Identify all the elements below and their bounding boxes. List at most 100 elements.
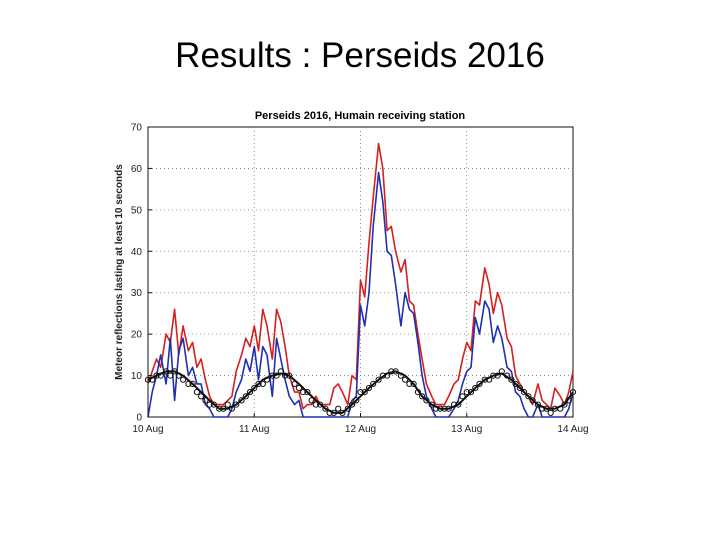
data-point (432, 405, 439, 412)
data-point (189, 380, 196, 387)
slide-title: Results : Perseids 2016 (175, 36, 545, 75)
data-point (233, 401, 240, 408)
data-point (255, 380, 262, 387)
data-point (504, 372, 511, 379)
data-point (157, 372, 164, 379)
data-point (508, 376, 515, 383)
data-point (512, 380, 519, 387)
data-point (269, 372, 276, 379)
data-point (286, 372, 293, 379)
data-point (543, 405, 550, 412)
chart: 0 10 20 30 40 50 60 70 10 Aug 11 Aug 12 Aug 13 Aug 1… (114, 110, 589, 436)
data-point (486, 376, 493, 383)
y-tick-label: 20 (131, 330, 143, 341)
chart-title: Perseids 2016, Humain receiving station (255, 110, 466, 122)
data-point (561, 401, 568, 408)
data-point (228, 405, 235, 412)
data-point (459, 393, 466, 400)
data-point (450, 401, 458, 408)
series-blue-line (147, 171, 574, 418)
data-point (167, 372, 174, 379)
data-point (308, 397, 315, 404)
data-point (348, 401, 356, 408)
data-point (375, 376, 382, 383)
data-point (410, 380, 417, 387)
data-point (392, 368, 399, 375)
data-point (180, 376, 187, 383)
data-point (379, 372, 386, 379)
data-point (388, 368, 395, 375)
data-point (202, 397, 209, 404)
data-point (149, 376, 156, 383)
data-point (185, 380, 192, 387)
data-point (246, 389, 254, 396)
data-point (242, 393, 249, 400)
data-point (361, 389, 368, 396)
data-point (467, 389, 475, 396)
x-tick-label: 11 Aug (239, 424, 269, 435)
x-tick-label: 10 Aug (132, 424, 163, 435)
data-point (330, 409, 337, 416)
data-point (210, 401, 218, 408)
data-point (224, 401, 231, 408)
y-axis-label: Meteor reflections lasting at least 10 s… (114, 164, 125, 380)
y-tick-label: 30 (131, 288, 143, 299)
data-point (171, 368, 178, 375)
data-point (565, 397, 572, 404)
y-tick-label: 0 (136, 413, 142, 424)
data-point (521, 389, 528, 396)
y-tick-label: 10 (131, 371, 143, 382)
data-point (216, 405, 223, 412)
data-point (490, 372, 497, 379)
data-point (317, 401, 324, 408)
data-point (300, 389, 307, 396)
data-point (291, 380, 298, 387)
y-tick-label: 60 (131, 164, 143, 175)
data-point (463, 389, 470, 396)
data-point (472, 384, 479, 392)
data-point (163, 368, 170, 375)
data-point (516, 384, 523, 392)
data-point (322, 405, 329, 412)
y-tick-label: 50 (131, 205, 143, 216)
data-point (437, 405, 444, 412)
axis-ticks: 0 10 20 30 40 50 60 70 10 Aug 11 Aug 12 Aug 13 Aug 1… (131, 123, 589, 436)
x-tick-label: 14 Aug (557, 424, 588, 435)
data-point (263, 376, 271, 383)
data-point (326, 409, 333, 416)
data-point (282, 372, 289, 379)
data-point (251, 384, 258, 392)
data-point (339, 409, 346, 416)
data-point (406, 380, 413, 387)
data-point (525, 393, 532, 400)
data-point (206, 401, 213, 408)
series-group (144, 142, 577, 418)
data-point (295, 384, 302, 392)
data-point (557, 405, 564, 412)
x-tick-label: 13 Aug (451, 424, 482, 435)
data-point (498, 368, 505, 375)
data-point (193, 389, 201, 396)
data-point (423, 397, 430, 404)
x-tick-label: 12 Aug (345, 424, 376, 435)
y-tick-label: 70 (131, 123, 143, 134)
data-point (569, 389, 577, 396)
data-point (402, 376, 409, 383)
data-point (547, 409, 554, 416)
data-point (335, 405, 342, 412)
data-point (220, 405, 227, 412)
data-point (384, 372, 391, 379)
data-point (441, 405, 448, 412)
data-point (175, 372, 182, 379)
data-point (397, 372, 404, 379)
data-point (529, 397, 536, 404)
data-point (312, 401, 319, 408)
data-point (277, 368, 284, 375)
data-point (144, 376, 152, 383)
data-point (539, 405, 546, 412)
data-point (455, 401, 462, 408)
data-point (153, 372, 160, 379)
data-point (445, 405, 452, 412)
data-point (304, 389, 311, 396)
series-black-markers (144, 368, 577, 416)
